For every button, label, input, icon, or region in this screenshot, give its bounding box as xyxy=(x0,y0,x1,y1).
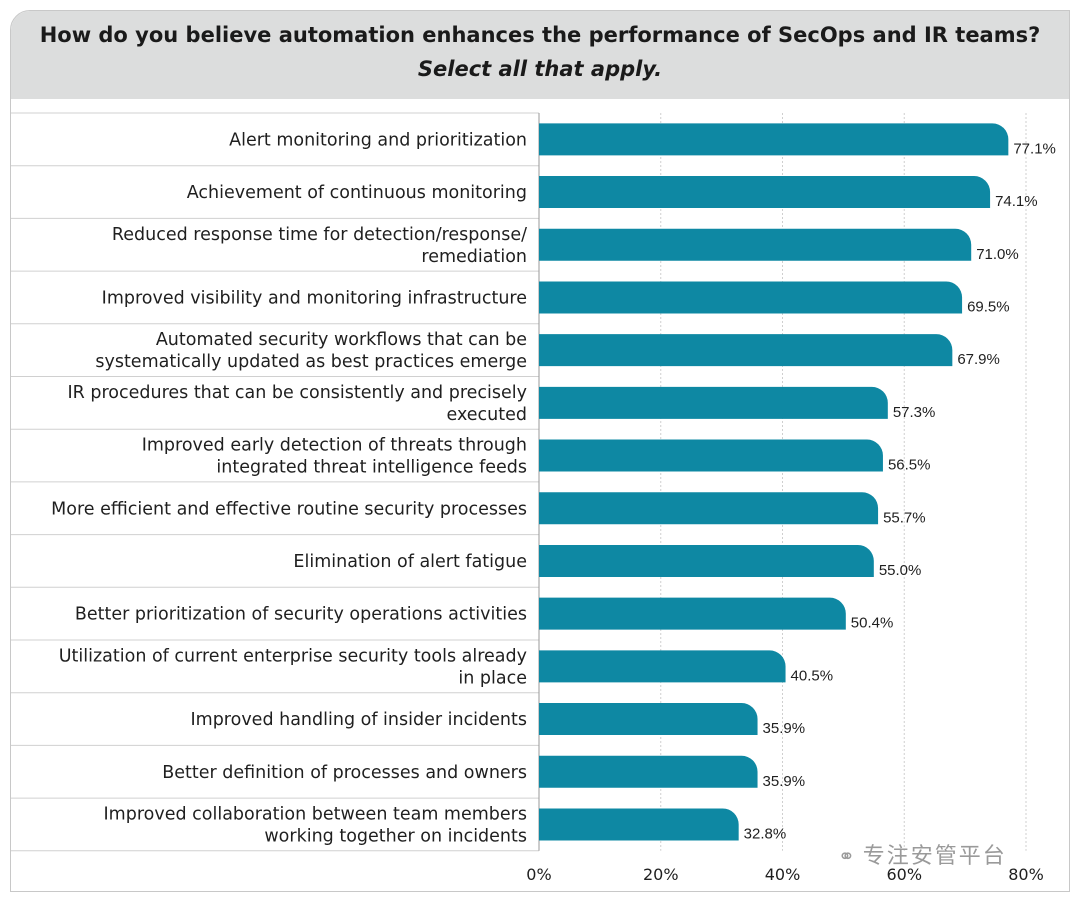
bar xyxy=(539,334,953,367)
x-tick-label: 60% xyxy=(886,865,922,884)
category-label: Reduced response time for detection/resp… xyxy=(112,225,527,245)
x-tick-label: 0% xyxy=(526,865,551,884)
category-label: Alert monitoring and prioritization xyxy=(229,130,527,150)
category-label: executed xyxy=(447,405,528,425)
bar xyxy=(539,755,758,788)
x-tick-label: 80% xyxy=(1008,865,1044,884)
category-label: integrated threat intelligence feeds xyxy=(216,458,527,478)
value-label: 35.9% xyxy=(763,720,806,737)
category-label: Better definition of processes and owner… xyxy=(162,763,527,783)
category-label: working together on incidents xyxy=(264,826,527,846)
category-label: More efficient and effective routine sec… xyxy=(51,499,527,519)
category-label: Elimination of alert fatigue xyxy=(293,552,527,572)
x-tick-label: 20% xyxy=(643,865,679,884)
value-label: 50.4% xyxy=(851,615,894,632)
category-label: Utilization of current enterprise securi… xyxy=(59,646,527,666)
bar xyxy=(539,123,1009,156)
category-label: Improved visibility and monitoring infra… xyxy=(102,288,527,308)
value-label: 40.5% xyxy=(791,667,834,684)
category-label: Improved collaboration between team memb… xyxy=(104,804,527,824)
chart-subtitle: Select all that apply. xyxy=(417,57,663,81)
bar xyxy=(539,228,972,261)
bar xyxy=(539,808,739,841)
wechat-icon: ⚭ xyxy=(838,844,857,868)
value-label: 55.0% xyxy=(879,562,922,579)
category-label: remediation xyxy=(421,247,527,267)
value-label: 74.1% xyxy=(995,193,1038,210)
category-label: Achievement of continuous monitoring xyxy=(187,183,527,203)
value-label: 77.1% xyxy=(1013,140,1056,157)
value-label: 67.9% xyxy=(957,351,1000,368)
value-label: 56.5% xyxy=(888,457,931,474)
bar xyxy=(539,386,888,419)
chart-header: How do you believe automation enhances t… xyxy=(11,11,1069,99)
bar xyxy=(539,703,758,736)
value-label: 55.7% xyxy=(883,509,926,526)
category-label: Automated security workflows that can be xyxy=(156,330,527,350)
bar xyxy=(539,492,879,525)
value-label: 35.9% xyxy=(763,773,806,790)
bar xyxy=(539,439,883,472)
chart-title: How do you believe automation enhances t… xyxy=(39,23,1041,47)
x-tick-label: 40% xyxy=(765,865,801,884)
bar xyxy=(539,650,786,683)
category-label: Better prioritization of security operat… xyxy=(75,605,527,625)
category-label: IR procedures that can be consistently a… xyxy=(67,383,527,403)
value-label: 32.8% xyxy=(744,825,787,842)
watermark: ⚭ 专注安管平台 xyxy=(838,838,1007,870)
category-label: Improved early detection of threats thro… xyxy=(142,436,527,456)
bar xyxy=(539,597,846,630)
bar xyxy=(539,281,963,314)
value-label: 69.5% xyxy=(967,298,1010,315)
value-label: 57.3% xyxy=(893,404,936,421)
bar xyxy=(539,544,874,577)
category-label: in place xyxy=(458,668,527,688)
value-label: 71.0% xyxy=(976,246,1019,263)
watermark-text: 专注安管平台 xyxy=(862,844,1007,869)
bar xyxy=(539,176,991,209)
category-label: systematically updated as best practices… xyxy=(95,352,527,372)
category-label: Improved handling of insider incidents xyxy=(190,710,527,730)
